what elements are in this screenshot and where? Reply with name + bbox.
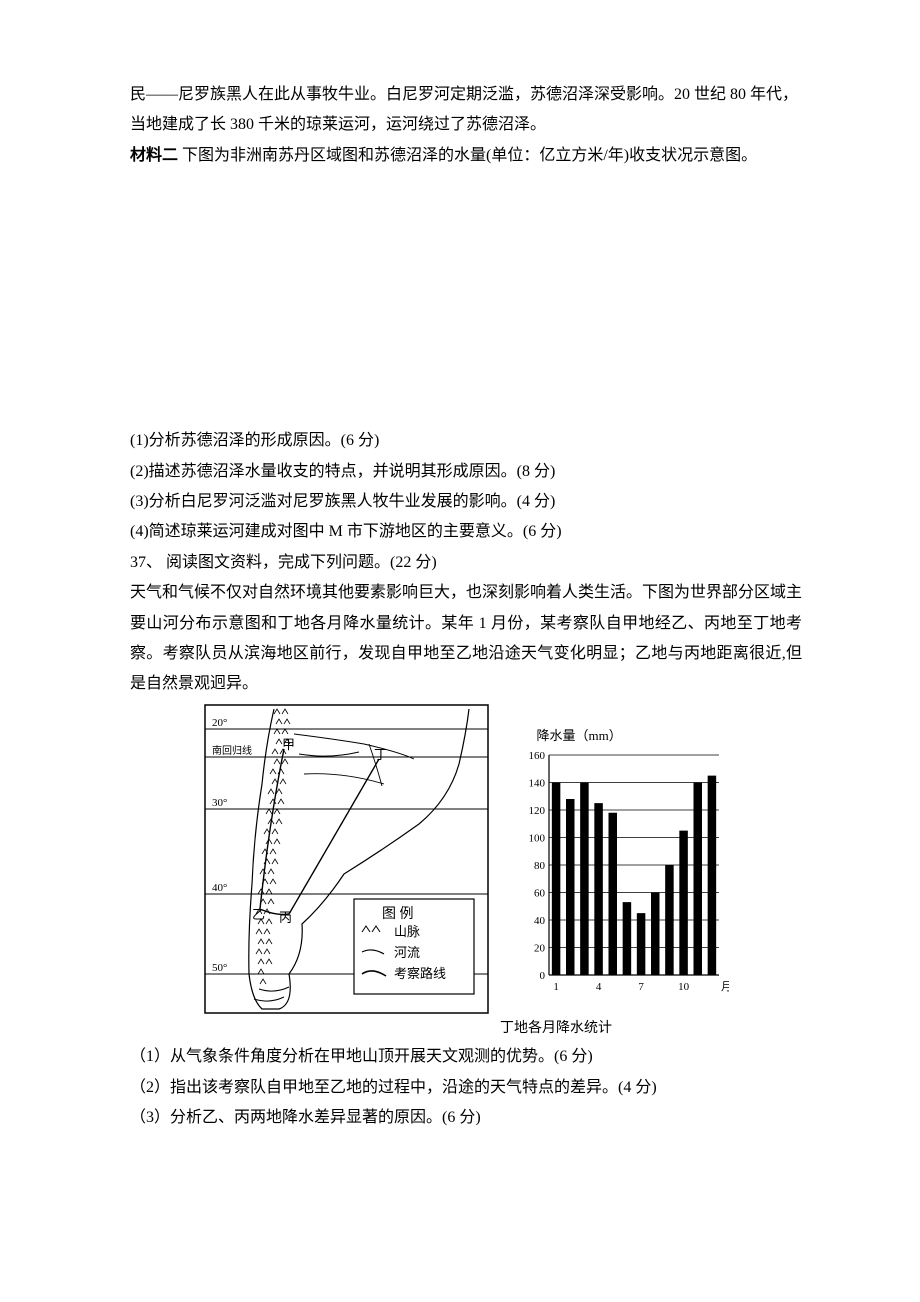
- lat-30: 30°: [212, 797, 227, 809]
- svg-text:80: 80: [534, 860, 546, 872]
- q37-header: 37、 阅读图文资料，完成下列问题。(22 分): [130, 548, 802, 578]
- svg-text:0: 0: [539, 970, 545, 982]
- map-chart-row: 20° 南回归线 30° 40° 50° 甲 乙 丙 丁 图 例: [130, 704, 802, 1014]
- svg-text:100: 100: [528, 833, 545, 845]
- q37-sub2: （2）指出该考察队自甲地至乙地的过程中，沿途的天气特点的差异。(4 分): [130, 1073, 802, 1103]
- figure-placeholder-sudan: [130, 171, 802, 426]
- material-2: 材料二 下图为非洲南苏丹区域图和苏德沼泽的水量(单位：亿立方米/年)收支状况示意…: [130, 141, 802, 171]
- map-container: 20° 南回归线 30° 40° 50° 甲 乙 丙 丁 图 例: [204, 704, 489, 1014]
- svg-text:120: 120: [528, 805, 545, 817]
- chart-ylabel: 降水量（mm）: [537, 724, 729, 749]
- q37-sub3: （3）分析乙、丙两地降水差异显著的原因。(6 分): [130, 1103, 802, 1133]
- material-2-label: 材料二: [130, 147, 178, 164]
- lat-40: 40°: [212, 882, 227, 894]
- lat-20: 20°: [212, 717, 227, 729]
- q36-sub2: (2)描述苏德沼泽水量收支的特点，并说明其形成原因。(8 分): [130, 457, 802, 487]
- legend-route: 考察路线: [394, 966, 446, 981]
- precipitation-bar-chart: 0 20 40 60 80 100 120 140 160 1 4 7 10 月: [519, 750, 729, 1000]
- svg-text:4: 4: [595, 981, 601, 993]
- q36-sub3: (3)分析白尼罗河泛滥对尼罗族黑人牧牛业发展的影响。(4 分): [130, 487, 802, 517]
- tropic-label: 南回归线: [212, 744, 252, 757]
- q37-sub1: （1）从气象条件角度分析在甲地山顶开展天文观测的优势。(6 分): [130, 1042, 802, 1072]
- legend-river: 河流: [394, 945, 420, 960]
- q36-sub4: (4)简述琼莱运河建成对图中 M 市下游地区的主要意义。(6 分): [130, 517, 802, 547]
- q37-para: 天气和气候不仅对自然环境其他要素影响巨大，也深刻影响着人类生活。下图为世界部分区…: [130, 578, 802, 700]
- legend-title: 图 例: [382, 906, 414, 922]
- south-america-map: 20° 南回归线 30° 40° 50° 甲 乙 丙 丁 图 例: [204, 704, 489, 1014]
- svg-text:7: 7: [638, 981, 644, 993]
- precipitation-chart-container: 降水量（mm） 0 20 40 60 80 100 120 140 160 1 4 7 10 月: [519, 724, 729, 1012]
- svg-text:160: 160: [528, 750, 545, 762]
- chart-caption: 丁地各月降水统计: [310, 1016, 802, 1043]
- material-2-text: 下图为非洲南苏丹区域图和苏德沼泽的水量(单位：亿立方米/年)收支状况示意图。: [178, 147, 757, 164]
- svg-text:月: 月: [721, 981, 729, 993]
- intro-line-2: 当地建成了长 380 千米的琼莱运河，运河绕过了苏德沼泽。: [130, 110, 802, 140]
- svg-text:10: 10: [678, 981, 690, 993]
- legend-mountain: 山脉: [394, 924, 420, 939]
- svg-text:20: 20: [534, 943, 546, 955]
- svg-text:40: 40: [534, 915, 546, 927]
- intro-line-1: 民——尼罗族黑人在此从事牧牛业。白尼罗河定期泛滥，苏德沼泽深受影响。20 世纪 …: [130, 80, 802, 110]
- lat-50: 50°: [212, 962, 227, 974]
- q36-sub1: (1)分析苏德沼泽的形成原因。(6 分): [130, 426, 802, 456]
- svg-text:60: 60: [534, 888, 546, 900]
- svg-text:1: 1: [553, 981, 559, 993]
- svg-text:140: 140: [528, 778, 545, 790]
- marker-ding: 丁: [374, 747, 387, 762]
- marker-yi: 乙: [252, 907, 265, 922]
